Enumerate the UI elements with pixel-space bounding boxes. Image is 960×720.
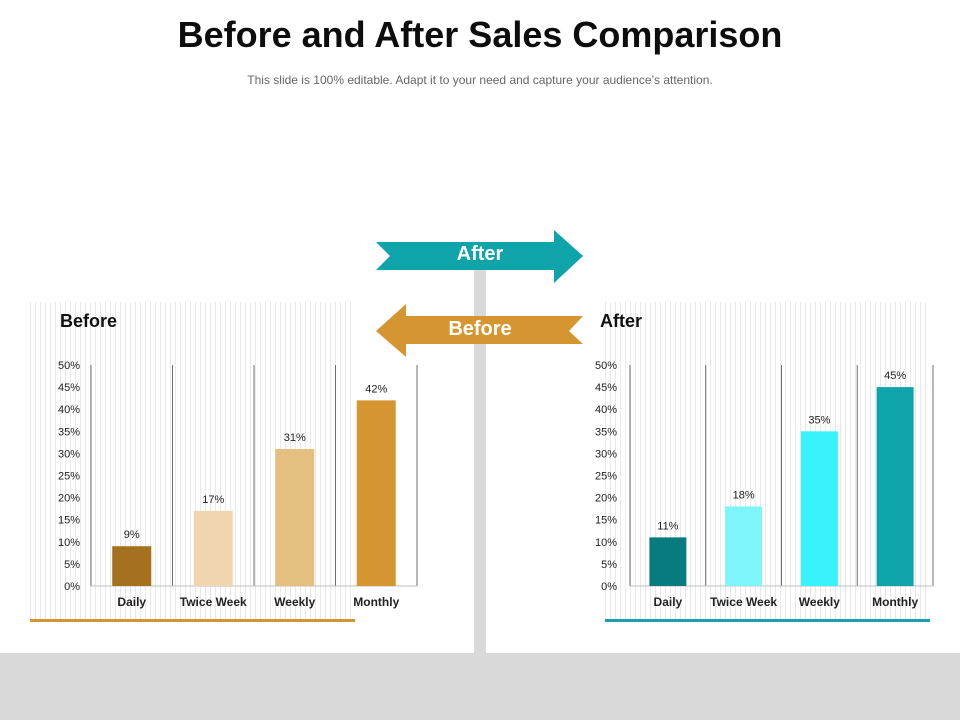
before-data-label: 17% [202, 494, 224, 506]
footer-band [0, 653, 960, 720]
after-y-tick-label: 50% [595, 360, 617, 372]
after-y-tick-label: 40% [595, 404, 617, 416]
after-data-label: 35% [808, 414, 830, 426]
after-chart-title: After [600, 311, 643, 331]
after-arrow-label: After [456, 243, 504, 265]
after-panel-underline [605, 619, 930, 622]
after-arrow-icon [376, 230, 583, 283]
center-divider [474, 265, 486, 653]
after-category-label: Twice Week [710, 595, 777, 609]
before-y-tick-label: 30% [58, 448, 80, 460]
before-category-label: Weekly [274, 595, 315, 609]
after-y-tick-label: 20% [595, 493, 617, 505]
after-bar-weekly [800, 431, 838, 586]
after-bar-twice-week [725, 506, 763, 586]
before-data-label: 42% [365, 383, 387, 395]
after-data-label: 45% [884, 370, 906, 382]
after-y-tick-label: 10% [595, 537, 617, 549]
before-y-tick-label: 45% [58, 382, 80, 394]
after-y-tick-label: 0% [601, 581, 617, 593]
before-y-tick-label: 20% [58, 493, 80, 505]
before-bar-twice-week [193, 510, 233, 586]
after-bar-daily [649, 537, 687, 586]
after-y-tick-label: 30% [595, 448, 617, 460]
before-y-tick-label: 25% [58, 471, 80, 483]
before-data-label: 31% [284, 432, 306, 444]
before-y-tick-label: 40% [58, 404, 80, 416]
before-data-label: 9% [124, 529, 140, 541]
before-y-tick-label: 0% [64, 581, 80, 593]
after-bar-monthly [876, 387, 914, 586]
page-subtitle: This slide is 100% editable. Adapt it to… [247, 73, 713, 87]
before-category-label: Daily [117, 595, 146, 609]
before-y-tick-label: 50% [58, 360, 80, 372]
before-bar-daily [112, 546, 152, 586]
page-title: Before and After Sales Comparison [177, 14, 783, 55]
before-arrow-icon [376, 304, 583, 357]
before-y-tick-label: 5% [64, 559, 80, 571]
after-data-label: 11% [657, 520, 678, 532]
before-category-label: Twice Week [180, 595, 247, 609]
after-data-label: 18% [733, 489, 755, 501]
before-y-tick-label: 35% [58, 426, 80, 438]
after-category-label: Monthly [872, 595, 918, 609]
before-bar-monthly [356, 400, 396, 586]
before-arrow-label: Before [448, 318, 512, 340]
before-panel-underline [30, 619, 355, 622]
before-chart-title: Before [60, 311, 118, 331]
after-y-tick-label: 35% [595, 426, 617, 438]
after-bar-chart: 0% 5% 10% 15% 20% 25% 30% 35% 40% 45% 50% 11% Daily 1… [595, 360, 934, 609]
after-y-tick-label: 5% [601, 559, 617, 571]
after-category-label: Daily [654, 595, 683, 609]
before-y-tick-label: 10% [58, 537, 80, 549]
after-y-tick-label: 25% [595, 471, 617, 483]
before-category-label: Monthly [353, 595, 399, 609]
after-y-tick-label: 15% [595, 515, 617, 527]
before-bar-weekly [275, 448, 315, 586]
after-category-label: Weekly [799, 595, 840, 609]
before-bar-chart: 0% 5% 10% 15% 20% 25% 30% 35% 40% 45% 50% 9% Daily 17… [58, 360, 418, 609]
after-y-tick-label: 45% [595, 382, 617, 394]
before-y-tick-label: 15% [58, 515, 80, 527]
